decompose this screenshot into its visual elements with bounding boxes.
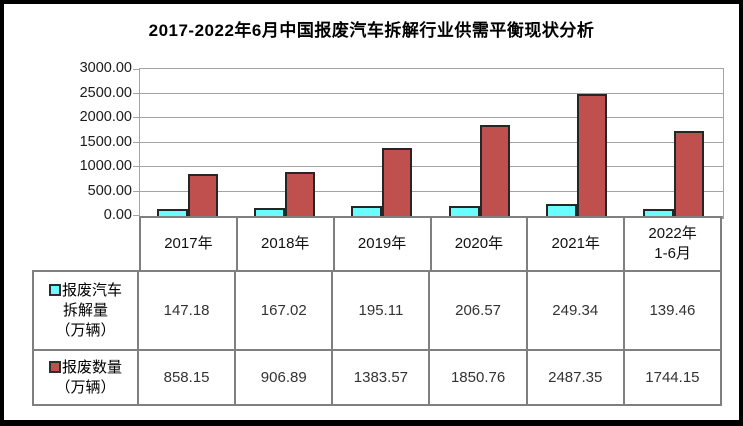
gridline [140, 190, 723, 192]
bar [576, 94, 607, 216]
table-value-cell: 206.57 [430, 272, 526, 349]
legend-row-label: 报废数量 （万辆） [34, 351, 137, 404]
bar [254, 207, 286, 216]
category-cell: 2019年 [334, 218, 430, 270]
table-value-cell: 249.34 [527, 272, 623, 349]
bar [285, 171, 316, 216]
y-tick-label: 3000.00 [79, 60, 132, 76]
y-axis-tick [133, 215, 140, 216]
category-label: 1-6月 [654, 245, 691, 262]
y-axis-tick [133, 190, 140, 192]
gridline [140, 92, 723, 94]
category-cell: 2018年 [237, 218, 333, 270]
bar-group [334, 69, 431, 216]
y-tick-label: 500.00 [87, 182, 132, 199]
category-label: 2021年 [551, 235, 600, 252]
legend-label-line: 报废汽车 [48, 281, 122, 301]
bar-group [432, 69, 529, 216]
legend-label-line: 拆解量 [62, 301, 108, 319]
gridline [140, 166, 723, 167]
y-tick-label: 2000.00 [79, 109, 132, 125]
legend-swatch-icon [48, 283, 61, 296]
bar [479, 125, 510, 216]
legend-label-line: 报废数量 [48, 358, 122, 378]
table-value-cell: 147.18 [139, 272, 235, 349]
table-value-cell: 167.02 [236, 272, 332, 349]
y-tick-label: 2500.00 [79, 84, 132, 101]
bar [351, 206, 383, 216]
bar [382, 148, 413, 216]
y-axis-tick [133, 141, 140, 143]
bar-group [237, 69, 334, 216]
legend-row-label: 报废汽车 拆解量 （万辆） [34, 272, 137, 349]
table-value-cell: 906.89 [236, 351, 332, 404]
table-value-cell: 2487.35 [527, 351, 623, 404]
gridline [140, 117, 723, 118]
table-value-cell: 1383.57 [333, 351, 429, 404]
x-axis-category-row: 2017年 2018年 2019年 2020年 2021年 2022年 1-6月 [139, 216, 722, 272]
table-value-cell: 1850.76 [430, 351, 526, 404]
y-tick-label: 1000.00 [79, 158, 132, 174]
bar-group [626, 69, 723, 216]
legend-label-line: （万辆） [55, 321, 116, 339]
category-label: 2022年 [648, 225, 697, 242]
bar [188, 173, 218, 216]
bar [157, 208, 188, 216]
y-axis-tick [133, 69, 140, 70]
y-axis-tick [133, 117, 140, 118]
bar [642, 209, 674, 216]
gridline [140, 141, 723, 143]
category-label: 2017年 [164, 235, 213, 252]
category-cell: 2021年 [528, 218, 624, 270]
bar-group [140, 69, 237, 216]
y-tick-label: 1500.00 [79, 133, 132, 150]
y-axis-tick [133, 92, 140, 94]
y-axis-tick [133, 166, 140, 167]
y-axis-labels: 0.00 500.00 1000.00 1500.00 2000.00 2500.00 30… [28, 60, 132, 223]
category-cell: 2020年 [431, 218, 527, 270]
category-cell: 2017年 [141, 218, 236, 270]
bar [448, 205, 480, 216]
bar-group [529, 69, 626, 216]
chart-title: 2017-2022年6月中国报废汽车拆解行业供需平衡现状分析 [148, 21, 595, 40]
y-tick-label: 0.00 [103, 207, 132, 223]
plot-area [133, 68, 724, 219]
table-value-cell: 139.46 [624, 272, 720, 349]
table-value-cell: 195.11 [333, 272, 429, 349]
bar [673, 130, 704, 216]
data-table: 报废汽车 拆解量 （万辆） 147.18 167.02 195.11 206.57 249.3… [32, 270, 722, 406]
category-cell: 2022年 1-6月 [625, 218, 720, 270]
category-label: 2018年 [261, 235, 310, 252]
legend-label-line: （万辆） [55, 378, 116, 396]
category-label: 2020年 [454, 235, 504, 252]
bar [545, 203, 577, 216]
table-value-cell: 858.15 [139, 351, 235, 404]
table-value-cell: 1744.15 [624, 351, 720, 404]
category-label: 2019年 [357, 235, 407, 252]
legend-swatch-icon [48, 360, 61, 373]
